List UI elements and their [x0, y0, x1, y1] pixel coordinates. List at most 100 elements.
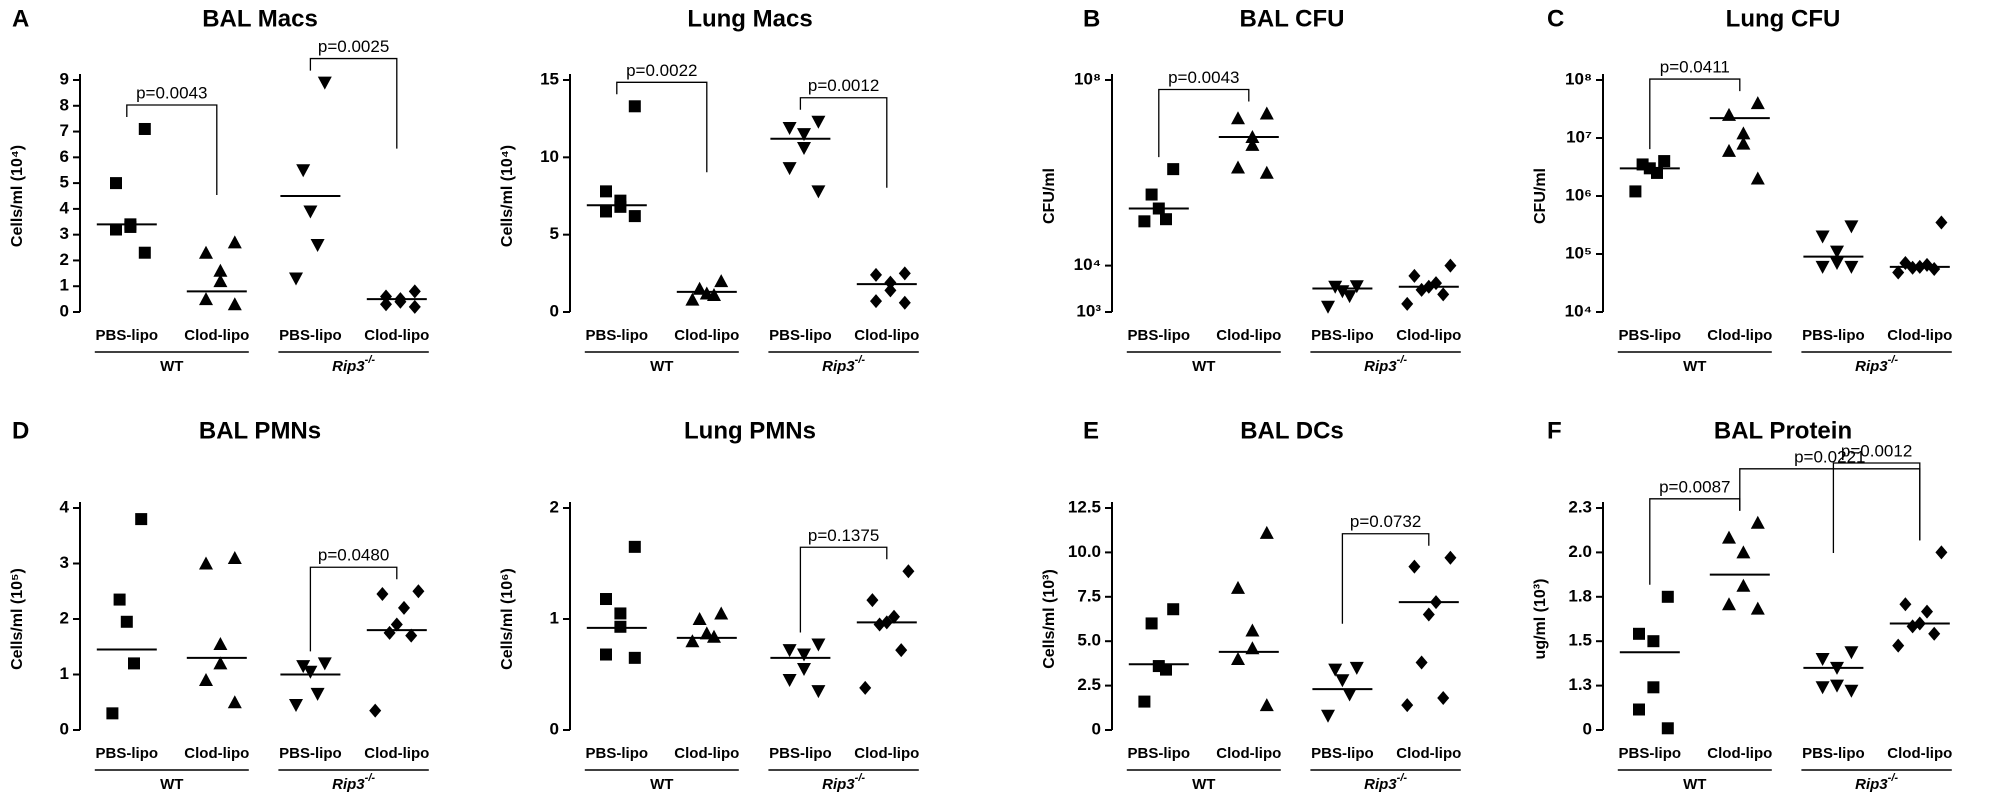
x-tick-label: PBS-lipo	[586, 745, 649, 762]
x-tick-label: Clod-lipo	[854, 745, 919, 762]
data-point	[699, 626, 714, 640]
data-point	[1633, 703, 1645, 716]
data-point	[1935, 545, 1948, 560]
y-tick-label: 6	[60, 147, 69, 166]
x-tick-label: Clod-lipo	[1396, 745, 1461, 762]
p-value: p=0.0025	[318, 37, 389, 56]
y-axis-label: Cells/ml (10⁴)	[499, 145, 516, 247]
panel-letter: A	[12, 5, 29, 32]
data-point	[1444, 550, 1457, 565]
significance-bracket	[1739, 468, 1921, 541]
y-tick-label: 10⁸	[1074, 69, 1101, 88]
chart-title: BAL Protein	[1714, 417, 1852, 444]
data-point	[1401, 698, 1414, 713]
panel-letter: E	[1083, 417, 1099, 444]
group-name: WT	[1683, 776, 1706, 793]
y-tick-label: 10⁷	[1566, 127, 1592, 146]
x-tick-label: Clod-lipo	[184, 745, 249, 762]
data-point	[870, 267, 882, 282]
group-superscript: -/-	[1397, 354, 1408, 366]
data-point	[310, 238, 325, 252]
data-point	[1415, 655, 1428, 670]
significance-bracket	[309, 57, 398, 149]
data-point	[1830, 679, 1844, 693]
y-tick-label: 0	[550, 719, 559, 738]
data-point	[113, 593, 126, 606]
x-tick-label: PBS-lipo	[96, 327, 159, 344]
significance-bracket	[309, 566, 398, 652]
y-tick-label: 2	[60, 608, 69, 627]
data-point	[600, 205, 612, 218]
y-axis-label: Cells/ml (10⁵)	[9, 568, 26, 670]
data-point	[1259, 698, 1274, 712]
chart-title: Lung PMNs	[684, 417, 816, 444]
data-point	[1342, 688, 1357, 702]
y-tick-label: 3	[60, 553, 69, 572]
data-point	[1342, 290, 1357, 304]
data-point	[289, 699, 303, 713]
group-name: Rip3	[822, 776, 855, 793]
y-axis-label: CFU/ml	[1041, 168, 1058, 224]
x-tick-label: Clod-lipo	[674, 745, 739, 762]
significance-bracket	[616, 81, 708, 173]
data-point	[1844, 260, 1859, 274]
x-tick-label: PBS-lipo	[769, 327, 832, 344]
significance-bracket	[799, 97, 888, 188]
y-tick-label: 4	[60, 497, 70, 516]
x-tick-label: Clod-lipo	[1887, 745, 1952, 762]
group-label: WT	[160, 776, 183, 793]
group-label: WT	[650, 358, 673, 375]
data-point	[811, 638, 826, 652]
data-point	[1899, 597, 1912, 612]
group-name: WT	[650, 358, 673, 375]
data-point	[782, 121, 797, 135]
data-point	[227, 297, 242, 311]
data-point	[380, 297, 392, 312]
data-point	[296, 164, 311, 178]
data-point	[199, 673, 213, 687]
p-value: p=0.0012	[808, 76, 879, 95]
data-point	[1401, 296, 1414, 311]
data-point	[296, 660, 311, 674]
x-tick-label: Clod-lipo	[1707, 327, 1772, 344]
p-value: p=0.0022	[626, 61, 697, 80]
data-point	[1736, 126, 1751, 140]
data-point	[1444, 258, 1457, 273]
x-tick-label: PBS-lipo	[1311, 745, 1374, 762]
y-tick-label: 1.5	[1568, 631, 1592, 650]
data-point	[1167, 603, 1180, 616]
data-point	[1633, 627, 1645, 640]
data-point	[1245, 623, 1260, 637]
y-tick-label: 9	[60, 69, 69, 88]
x-tick-label: PBS-lipo	[1128, 327, 1191, 344]
data-point	[1844, 684, 1859, 698]
data-point	[714, 606, 729, 620]
group-superscript: -/-	[1888, 772, 1899, 784]
data-point	[1437, 287, 1450, 302]
x-tick-label: Clod-lipo	[854, 327, 919, 344]
data-point	[1167, 163, 1180, 176]
data-point	[213, 263, 228, 277]
y-tick-label: 10⁸	[1565, 69, 1592, 88]
data-point	[390, 617, 403, 632]
y-axis-label: ug/ml (10³)	[1532, 579, 1549, 660]
y-axis-label: Cells/ml (10⁴)	[9, 145, 26, 247]
data-point	[628, 540, 641, 553]
group-label: WT	[1683, 358, 1706, 375]
data-point	[138, 122, 151, 135]
data-point	[902, 564, 915, 579]
data-point	[1259, 106, 1274, 120]
x-tick-label: PBS-lipo	[1311, 327, 1374, 344]
panel-letter: F	[1547, 417, 1562, 444]
p-value: p=0.0411	[1660, 58, 1730, 77]
data-point	[412, 584, 425, 599]
data-point	[707, 287, 721, 301]
data-point	[1658, 155, 1671, 168]
x-tick-label: PBS-lipo	[1802, 327, 1865, 344]
data-point	[1892, 638, 1905, 653]
data-point	[1928, 626, 1941, 641]
data-point	[394, 294, 407, 309]
group-name: Rip3	[1855, 358, 1888, 375]
y-tick-label: 1	[550, 608, 559, 627]
data-point	[1830, 245, 1844, 259]
